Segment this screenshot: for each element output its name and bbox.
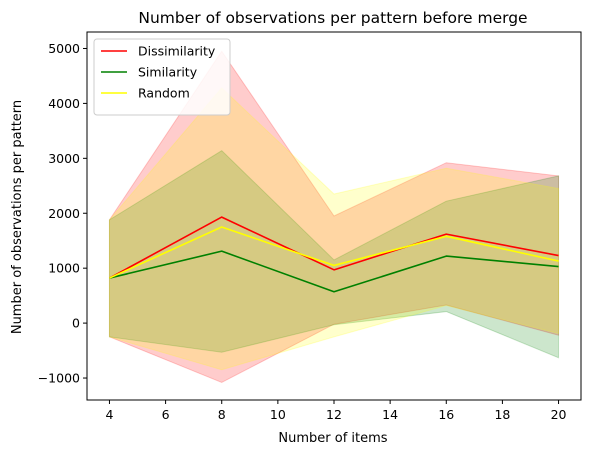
y-axis-title: Number of observations per pattern <box>10 100 25 334</box>
line-dissimilarity <box>109 216 559 279</box>
y-tick-label: 5000 <box>48 41 80 56</box>
confidence-bands <box>108 50 560 383</box>
x-axis-title: Number of items <box>278 431 387 446</box>
x-tick-label: 20 <box>551 407 567 422</box>
x-tick-label: 18 <box>494 407 510 422</box>
band-similarity <box>108 150 560 359</box>
x-tick-label: 4 <box>105 407 113 422</box>
x-tick-label: 14 <box>382 407 398 422</box>
line-similarity <box>109 250 559 293</box>
y-tick-label: 0 <box>72 316 80 331</box>
band-random <box>108 87 560 371</box>
line-random <box>109 226 559 279</box>
x-tick-label: 12 <box>326 407 342 422</box>
y-tick-label: 3000 <box>48 151 80 166</box>
legend-label-dissimilarity: Dissimilarity <box>138 44 216 59</box>
y-tick-label: −1000 <box>38 371 80 386</box>
x-tick-label: 16 <box>438 407 454 422</box>
x-tick-label: 10 <box>270 407 286 422</box>
legend-label-random: Random <box>138 86 190 101</box>
x-tick-label: 8 <box>218 407 226 422</box>
x-axis-ticks: 4 6 8 10 12 14 16 18 20 <box>105 400 567 422</box>
legend-box <box>93 38 231 116</box>
y-tick-label: 4000 <box>48 96 80 111</box>
chart-title: Number of observations per pattern befor… <box>138 9 527 27</box>
plot-frame <box>86 31 582 401</box>
y-tick-label: 2000 <box>48 206 80 221</box>
band-dissimilarity <box>108 50 560 383</box>
legend: Dissimilarity Similarity Random <box>93 38 231 116</box>
x-tick-label: 6 <box>162 407 170 422</box>
legend-label-similarity: Similarity <box>138 65 198 80</box>
y-axis-ticks: −1000 0 1000 2000 3000 4000 5000 <box>38 41 87 386</box>
y-tick-label: 1000 <box>48 261 80 276</box>
series-lines <box>109 216 559 293</box>
